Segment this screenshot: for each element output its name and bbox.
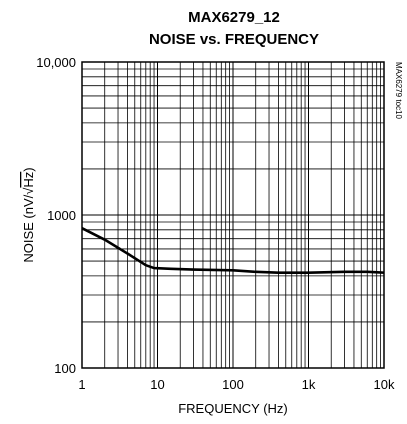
chart-grid	[82, 62, 384, 368]
y-tick-label: 10,000	[36, 55, 76, 70]
noise-series-line	[81, 227, 385, 274]
side-label: MAX6279 toc10	[394, 62, 403, 119]
x-tick-label: 1	[78, 377, 85, 392]
plot-frame	[81, 61, 385, 369]
y-axis-label: NOISE (nV/√Hz)	[21, 167, 36, 262]
series-group	[81, 227, 385, 274]
tick-labels: 1 10 100 1k 10k 100 1000 10,000	[36, 55, 395, 392]
y-tick-label: 100	[54, 361, 76, 376]
chart-title-line1: MAX6279_12	[188, 9, 280, 26]
x-tick-label: 100	[222, 377, 244, 392]
x-tick-label: 10	[150, 377, 164, 392]
y-tick-label: 1000	[47, 208, 76, 223]
x-tick-label: 10k	[374, 377, 395, 392]
x-tick-label: 1k	[302, 377, 316, 392]
x-axis-label: FREQUENCY (Hz)	[178, 401, 288, 416]
chart-title-line2: NOISE vs. FREQUENCY	[149, 31, 319, 48]
